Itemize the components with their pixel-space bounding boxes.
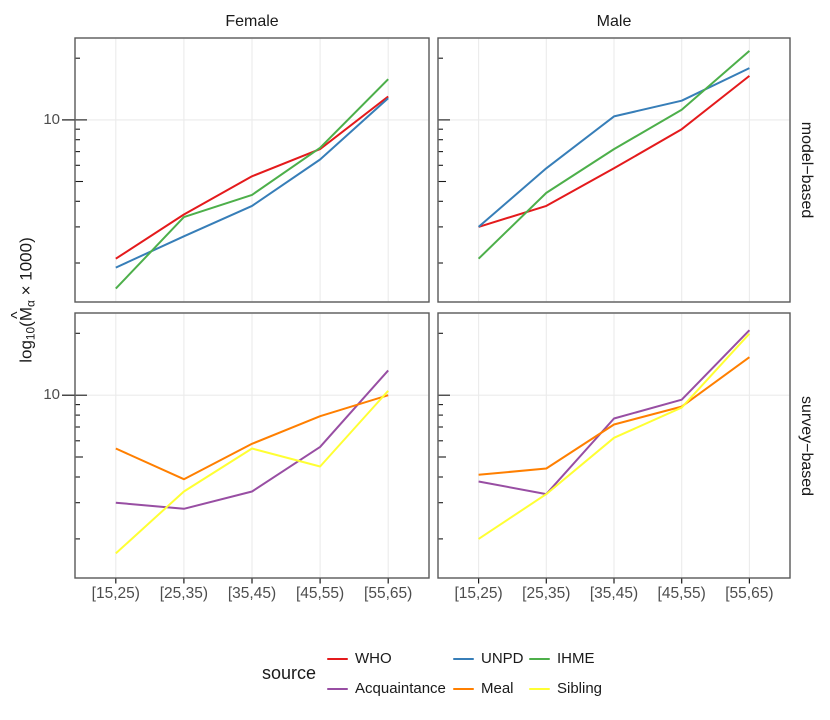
plot-canvas — [62, 37, 791, 584]
facet-strip-male: Male — [596, 13, 632, 30]
legend-label-sibling: Sibling — [557, 680, 603, 697]
y-tick-label-survey: 10 — [43, 386, 60, 403]
panel-Male-row1 — [437, 312, 791, 584]
line-unpd-female — [115, 97, 389, 269]
legend-label-ihme: IHME — [557, 650, 595, 667]
legend-key-unpd — [453, 657, 474, 661]
legend-entry-meal: Meal — [453, 680, 514, 698]
y-title-sub10: 10 — [23, 326, 38, 341]
legend-label-acquaintance: Acquaintance — [355, 680, 446, 697]
line-who-female — [115, 95, 389, 260]
x-tick-label: [15,25) — [454, 585, 503, 602]
line-who-male — [478, 75, 751, 228]
line-acquaintance-male — [478, 329, 751, 496]
x-tick-label: [45,55) — [657, 585, 706, 602]
x-tick-label: [15,25) — [91, 585, 140, 602]
x-tick-label: [55,65) — [364, 585, 413, 602]
line-meal-female — [115, 394, 389, 481]
legend-entry-unpd: UNPD — [453, 650, 524, 668]
line-acquaintance-female — [115, 369, 389, 510]
legend-label-meal: Meal — [481, 680, 514, 697]
x-tick-label: [25,35) — [159, 585, 209, 602]
legend-key-acquaintance — [327, 687, 348, 691]
line-ihme-female — [115, 78, 389, 290]
y-title-times-1000: × 1000) — [16, 237, 36, 301]
x-tick-label: [25,35) — [522, 585, 571, 602]
facet-strip-model-based: model−based — [798, 121, 815, 219]
m-hat-symbol: M ^ — [8, 307, 36, 321]
legend-label-who: WHO — [355, 650, 392, 667]
panel-Female-row0 — [62, 37, 430, 303]
y-axis-title: log10(M ^ α × 1000) — [8, 237, 38, 363]
panel-Male-row0 — [437, 37, 791, 303]
legend-entry-ihme: IHME — [529, 650, 595, 668]
legend-label-unpd: UNPD — [481, 650, 524, 667]
hat-accent: ^ — [7, 311, 26, 320]
line-meal-male — [478, 356, 750, 476]
legend-key-meal — [453, 687, 474, 691]
legend-title: source — [262, 663, 317, 683]
y-title-open-paren: ( — [16, 321, 36, 327]
facet-strip-survey-based: survey−based — [798, 395, 815, 497]
line-sibling-female — [115, 390, 389, 555]
y-title-alpha: α — [23, 300, 38, 307]
y-tick-label-model: 10 — [43, 111, 60, 128]
line-ihme-male — [477, 50, 751, 260]
legend-key-sibling — [529, 687, 550, 691]
legend-entry-who: WHO — [327, 650, 392, 668]
x-tick-label: [55,65) — [725, 585, 774, 602]
legend-key-who — [327, 657, 348, 661]
legend-entry-acquaintance: Acquaintance — [327, 680, 446, 698]
y-title-log: log — [16, 340, 36, 363]
x-tick-label: [35,45) — [589, 585, 639, 602]
x-tick-label: [45,55) — [295, 585, 345, 602]
legend-key-ihme — [529, 657, 550, 661]
panel-Female-row1 — [62, 312, 430, 584]
line-sibling-male — [478, 333, 751, 540]
legend-entry-sibling: Sibling — [529, 680, 602, 698]
x-tick-label: [35,45) — [227, 585, 277, 602]
facet-strip-female: Female — [225, 13, 279, 30]
